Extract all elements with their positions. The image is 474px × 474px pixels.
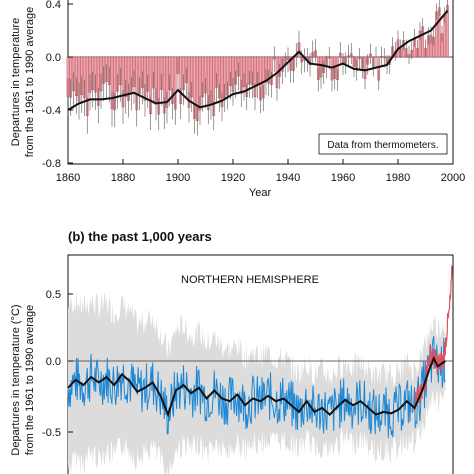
panel-a-xticks: 1860 1880 1900 1920 1940 1960 1980 2000 — [56, 159, 465, 184]
panel-a-ytick-label: -0.4 — [42, 105, 61, 117]
panel-b-ytick-label: -0.5 — [42, 427, 61, 439]
panel-a-ytick-label: 0.4 — [46, 0, 61, 11]
panel-a-bars — [66, 0, 449, 136]
panel-b-title: (b) the past 1,000 years — [68, 229, 212, 244]
panel-a-xtick-label: 1880 — [111, 172, 135, 184]
panel-b-instrumental-series — [413, 265, 453, 412]
panel-a-yticks: 0.4 0.0 -0.4 -0.8 — [42, 0, 73, 170]
panel-b-annotation: NORTHERN HEMISPHERE — [181, 274, 319, 286]
panel-a-ylabel-line2: from the 1961 to 1990 average — [24, 7, 36, 157]
panel-b: (b) the past 1,000 years NORTHERN HEMISP… — [10, 229, 454, 474]
panel-a-xtick-label: 1860 — [56, 172, 80, 184]
panel-a-ylabel-line1: Departures in temperature — [10, 18, 22, 146]
panel-a-xtick-label: 1900 — [166, 172, 190, 184]
panel-a-xlabel: Year — [249, 187, 272, 199]
panel-a-note-box — [318, 133, 448, 155]
panel-b-ylabel-line1: Departures in temperature (°C) — [10, 304, 22, 455]
panel-a-xtick-label: 1920 — [221, 172, 245, 184]
panel-a-xtick-label: 1960 — [331, 172, 355, 184]
panel-a-ytick-label: -0.8 — [42, 158, 61, 170]
panel-a-xtick-label: 2000 — [441, 172, 465, 184]
panel-b-yticks: 0.5 0.0 -0.5 — [42, 289, 73, 439]
panel-a-ytick-label: 0.0 — [46, 52, 61, 64]
panel-b-ylabel-line2: from the 1961 to 1990 average — [24, 305, 36, 455]
panel-a: 0.4 0.0 -0.4 -0.8 1860 1880 1900 1920 19… — [10, 0, 465, 199]
panel-a-xtick-label: 1980 — [386, 172, 410, 184]
panel-a-smooth-curve — [67, 9, 449, 111]
panel-b-ytick-label: 0.0 — [46, 356, 61, 368]
panel-b-smooth-curve — [67, 355, 446, 418]
panel-a-note: Data from thermometers. — [327, 140, 438, 151]
panel-b-ytick-label: 0.5 — [46, 289, 61, 301]
panel-a-xtick-label: 1940 — [276, 172, 300, 184]
panel-b-uncertainty-band — [68, 288, 446, 474]
